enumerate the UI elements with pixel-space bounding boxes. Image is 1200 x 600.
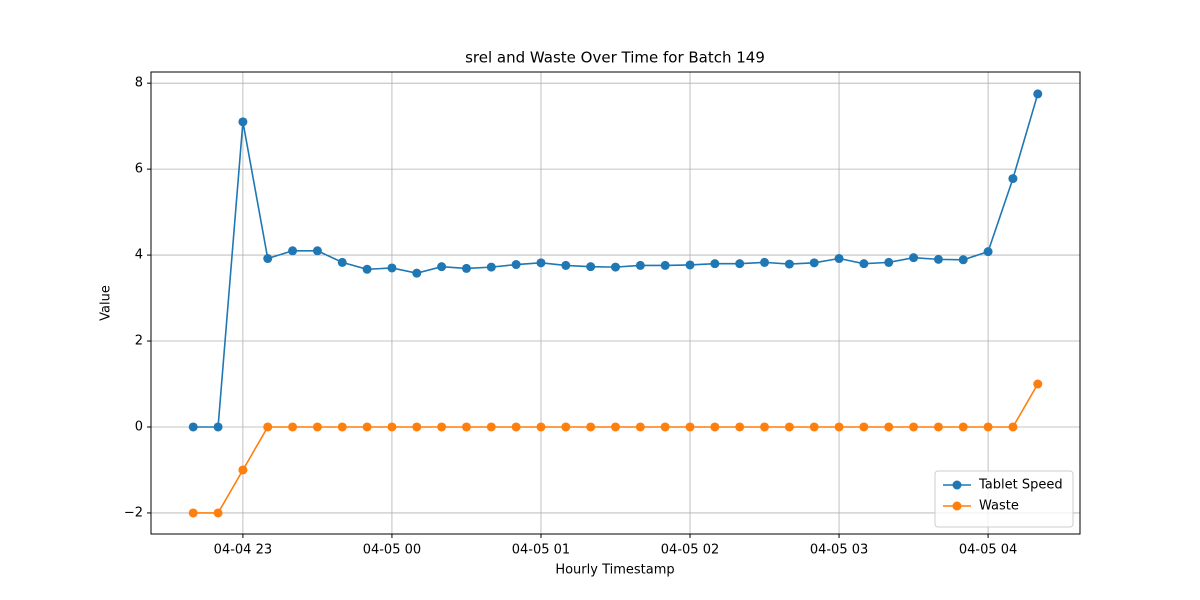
data-point [213, 508, 223, 518]
y-axis-label: Value [99, 285, 114, 321]
data-point [337, 422, 347, 432]
data-point [859, 422, 869, 432]
data-point [412, 268, 422, 278]
data-point [486, 422, 496, 432]
data-point [561, 260, 571, 270]
data-point [188, 508, 198, 518]
data-point [213, 422, 223, 432]
data-point [611, 422, 620, 432]
data-point [437, 262, 447, 272]
data-point [437, 422, 447, 432]
data-point [660, 260, 670, 270]
y-tick-label: 0 [135, 419, 143, 434]
data-point [263, 254, 273, 264]
data-point [387, 263, 397, 273]
data-point [760, 257, 770, 267]
data-point [263, 422, 273, 432]
data-point [909, 422, 919, 432]
x-tick-label: 04-05 03 [810, 543, 868, 558]
data-point [362, 422, 372, 432]
data-point [387, 422, 397, 432]
data-point [586, 262, 596, 272]
data-point [561, 422, 571, 432]
y-tick-label: 2 [135, 334, 143, 349]
data-point [188, 422, 198, 432]
data-point [884, 422, 894, 432]
legend: Tablet Speed Waste [934, 470, 1074, 528]
y-tick-label: 6 [135, 162, 143, 177]
data-point [1008, 174, 1018, 184]
y-tick-label: 4 [135, 248, 143, 263]
x-tick-label: 04-04 23 [214, 543, 272, 558]
data-point [337, 257, 347, 267]
data-point [983, 247, 993, 257]
data-point [735, 259, 745, 269]
data-point [983, 422, 993, 432]
x-tick-label: 04-05 02 [661, 543, 719, 558]
x-tick-label: 04-05 00 [363, 543, 421, 558]
data-point [511, 422, 521, 432]
data-point [586, 422, 596, 432]
data-point [809, 422, 819, 432]
data-point [660, 422, 670, 432]
data-point [909, 253, 919, 263]
data-point [834, 254, 844, 264]
y-tick-label: 8 [135, 76, 143, 91]
data-point [536, 258, 546, 268]
x-axis-label: Hourly Timestamp [555, 563, 674, 578]
data-point [1033, 89, 1043, 99]
x-tick-label: 04-05 04 [959, 543, 1017, 558]
plot-frame [150, 71, 1081, 535]
data-point [685, 422, 695, 432]
data-point [1008, 422, 1018, 432]
legend-label: Tablet Speed [978, 478, 1063, 493]
data-point [536, 422, 546, 432]
data-point [760, 422, 770, 432]
x-tick-label: 04-05 01 [512, 543, 570, 558]
data-point [735, 422, 745, 432]
data-point [933, 254, 943, 264]
data-point [238, 465, 248, 475]
data-point [288, 422, 298, 432]
data-point [635, 422, 645, 432]
data-point [312, 422, 322, 432]
data-point [809, 258, 819, 268]
data-point [288, 246, 298, 256]
data-point [461, 263, 471, 273]
data-point [958, 422, 968, 432]
data-point [933, 422, 943, 432]
data-point [784, 259, 794, 269]
data-point [486, 262, 496, 272]
data-point [685, 260, 695, 270]
data-point [412, 422, 422, 432]
data-point [238, 117, 248, 127]
y-tick-label: −2 [124, 505, 143, 520]
legend-marker [952, 501, 962, 511]
data-point [710, 422, 720, 432]
data-point [859, 259, 869, 269]
data-point [958, 255, 968, 265]
data-point [834, 422, 844, 432]
data-point [710, 259, 720, 269]
data-point [784, 422, 794, 432]
data-point [461, 422, 471, 432]
data-point [611, 262, 620, 272]
data-point [511, 260, 521, 270]
legend-marker [952, 480, 962, 490]
chart-title: srel and Waste Over Time for Batch 149 [465, 49, 765, 67]
legend-label: Waste [979, 499, 1019, 514]
data-point [362, 264, 372, 274]
data-point [312, 246, 322, 256]
data-point [884, 257, 894, 267]
data-point [635, 260, 645, 270]
data-point [1033, 379, 1043, 389]
